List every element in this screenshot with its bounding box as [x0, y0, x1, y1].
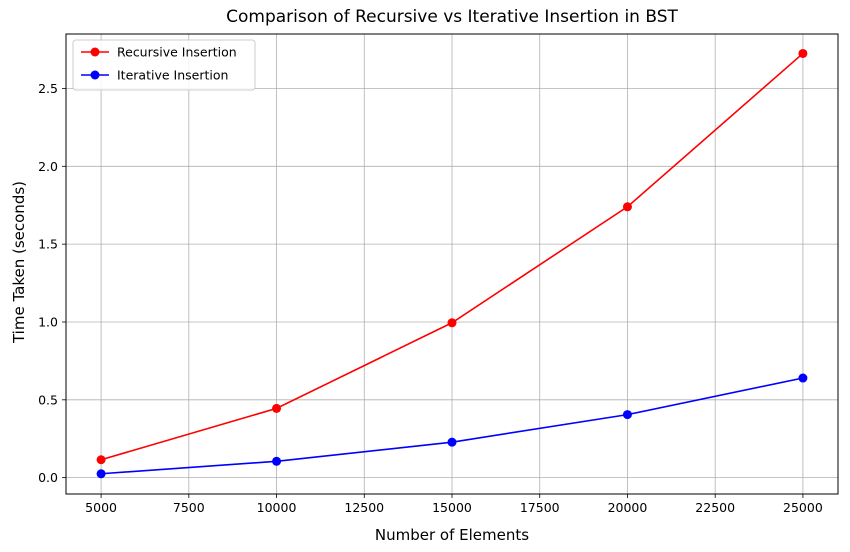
y-tick-label: 1.0 [38, 314, 58, 329]
legend: Recursive Insertion Iterative Insertion [72, 39, 256, 91]
x-tick-label: 17500 [520, 500, 560, 515]
y-tick-label: 2.5 [38, 81, 58, 96]
chart-title: Comparison of Recursive vs Iterative Ins… [226, 7, 678, 27]
legend-marker [90, 47, 100, 57]
y-tick-label: 2.0 [38, 159, 58, 174]
data-point [272, 456, 282, 466]
series-0 [96, 48, 808, 465]
y-axis: 0.0 0.5 1.0 1.5 2.0 2.5 [38, 81, 66, 485]
series-layer [96, 48, 808, 479]
x-tick-label: 22500 [695, 500, 735, 515]
data-point [96, 469, 106, 479]
legend-marker [90, 70, 100, 80]
x-tick-label: 25000 [783, 500, 823, 515]
data-point [447, 437, 457, 447]
legend-label: Recursive Insertion [117, 45, 237, 60]
x-tick-label: 15000 [432, 500, 472, 515]
y-axis-label: Time Taken (seconds) [10, 181, 28, 344]
legend-box [72, 39, 256, 91]
legend-label: Iterative Insertion [117, 68, 228, 83]
data-point [622, 410, 632, 420]
legend-item: Recursive Insertion [81, 45, 237, 60]
data-point [447, 318, 457, 328]
y-tick-label: 0.0 [38, 470, 58, 485]
data-point [798, 48, 808, 58]
y-tick-label: 1.5 [38, 237, 58, 252]
x-axis-label: Number of Elements [375, 526, 529, 544]
grid-lines [66, 34, 838, 494]
x-tick-label: 5000 [85, 500, 117, 515]
y-tick-label: 0.5 [38, 392, 58, 407]
series-1 [96, 373, 808, 479]
legend-item: Iterative Insertion [81, 68, 228, 83]
x-tick-label: 20000 [608, 500, 648, 515]
x-tick-label: 10000 [257, 500, 297, 515]
x-axis: 5000 7500 10000 12500 15000 17500 20000 22500 25… [85, 494, 823, 515]
data-point [96, 455, 106, 465]
x-tick-label: 12500 [344, 500, 384, 515]
data-point [622, 202, 632, 212]
data-point [798, 373, 808, 383]
x-tick-label: 7500 [173, 500, 205, 515]
data-point [272, 403, 282, 413]
